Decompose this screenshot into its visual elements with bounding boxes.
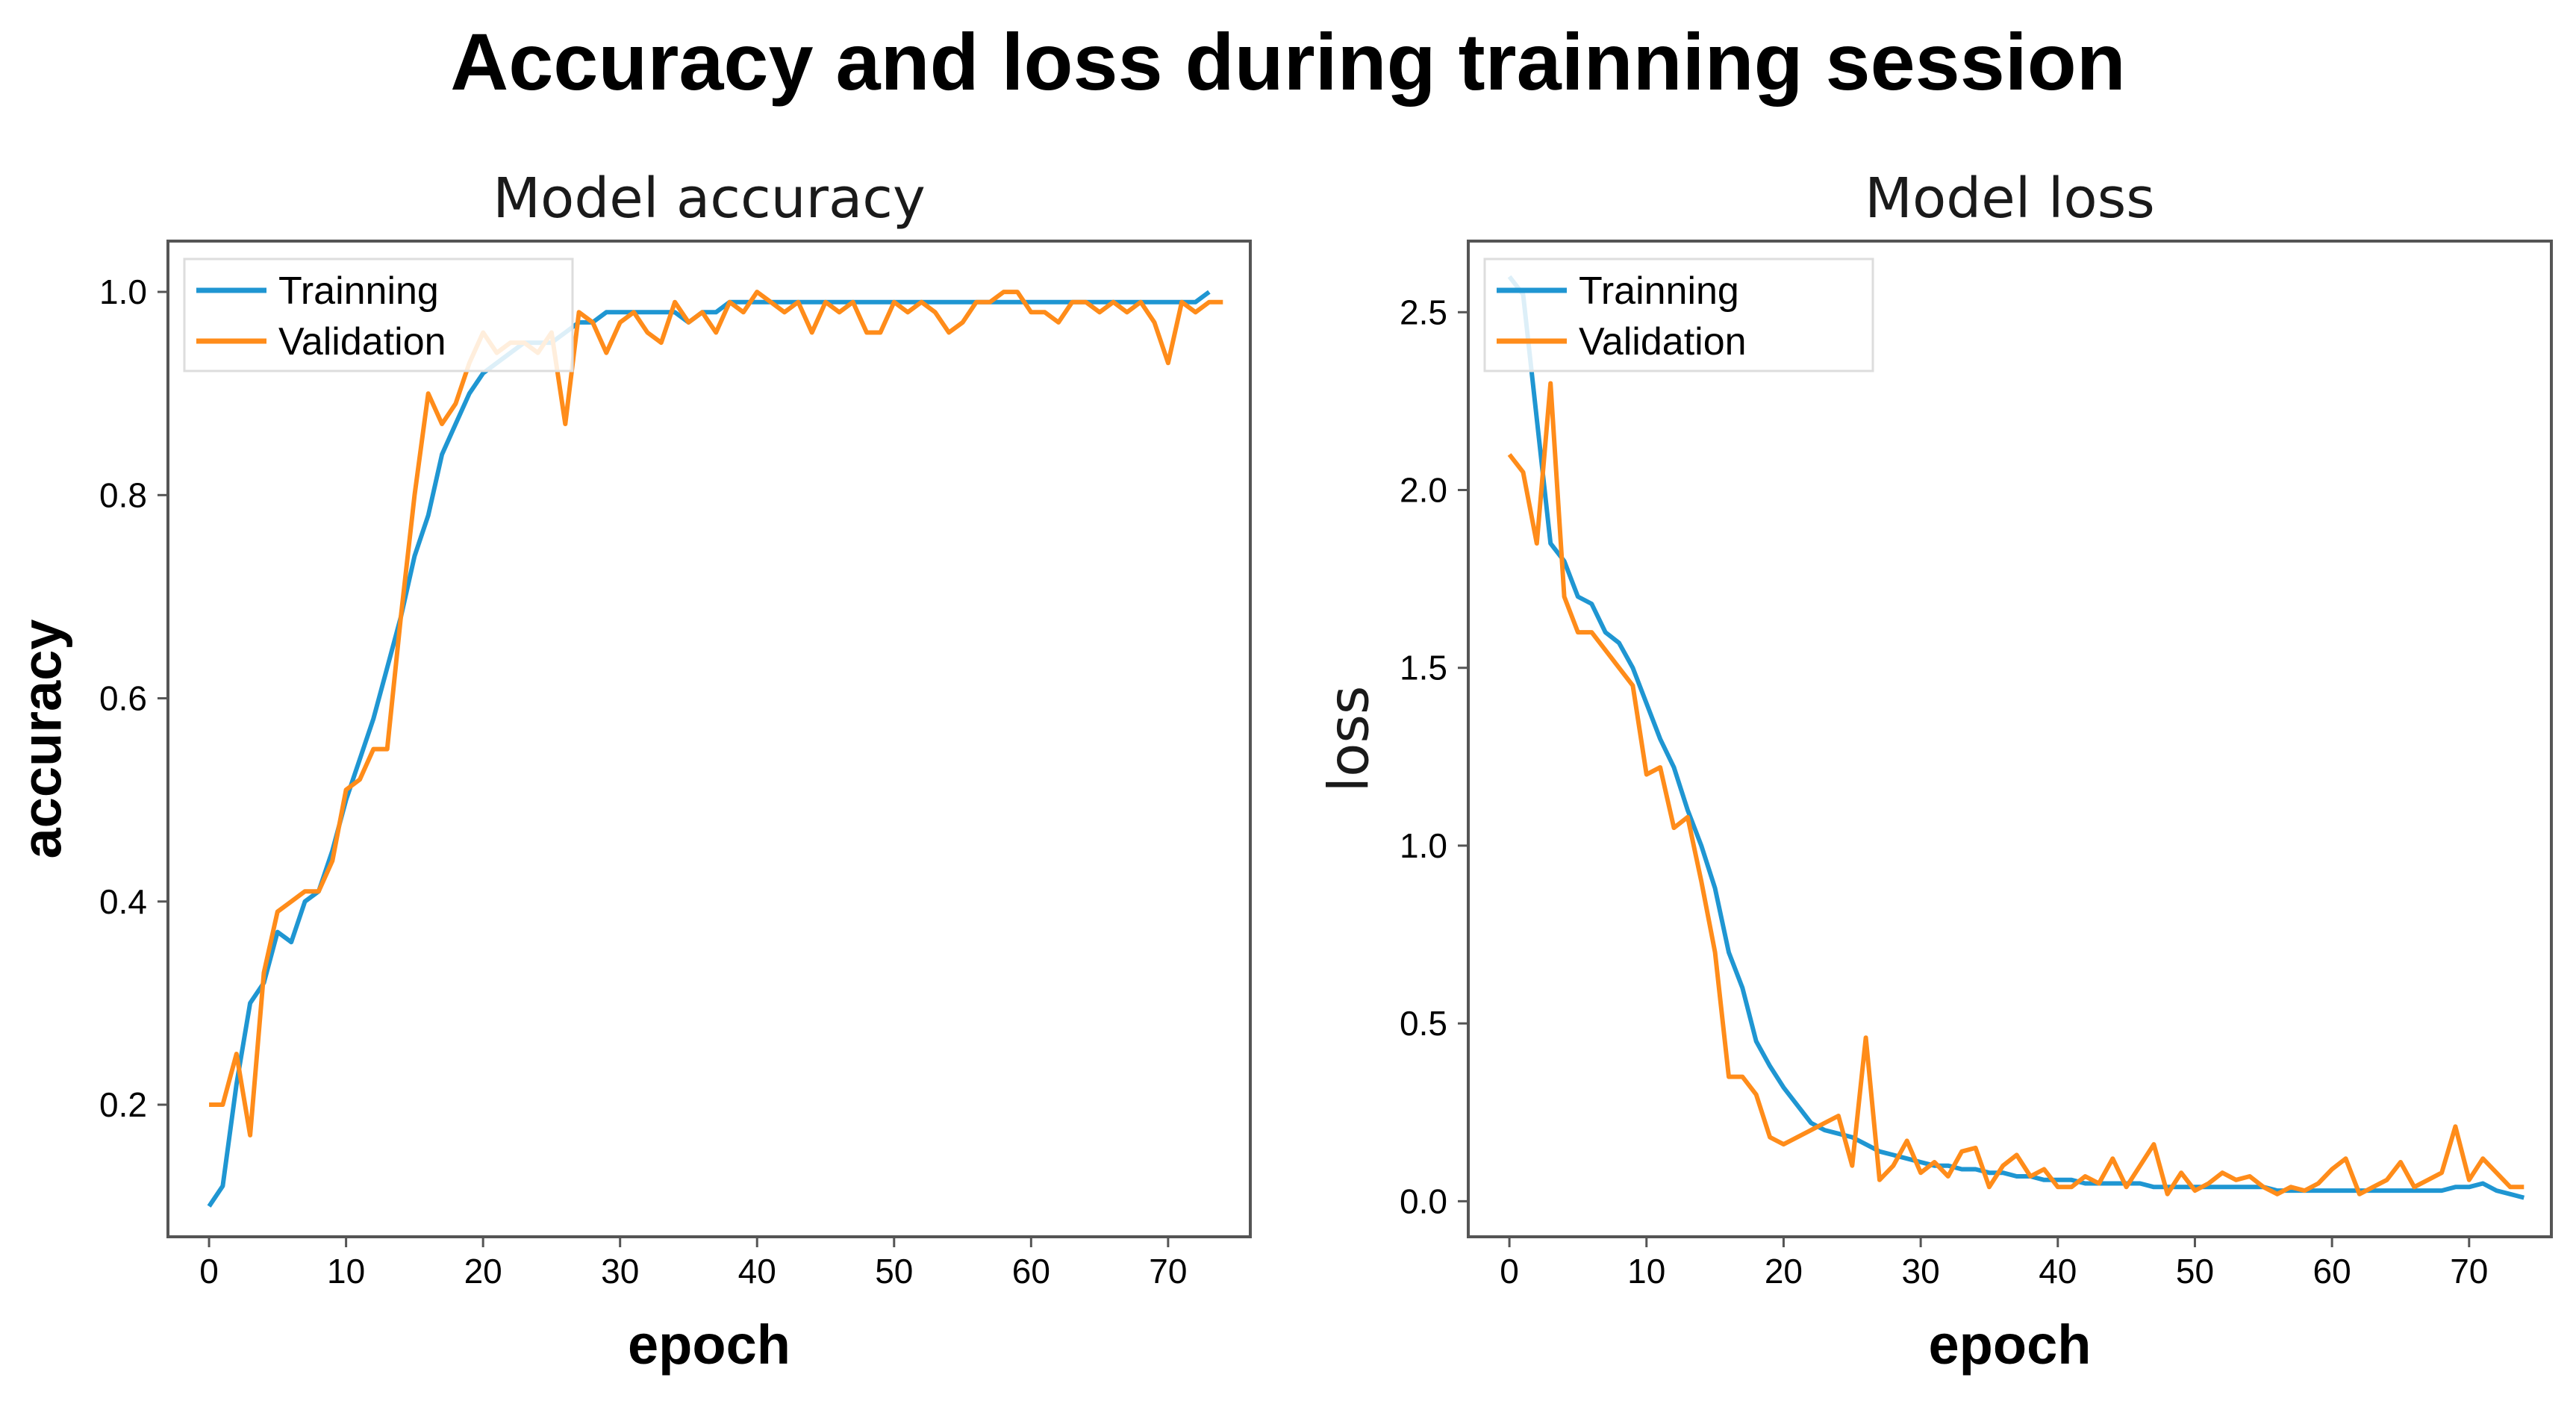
x-tick-label: 60 [2313,1252,2351,1291]
subplot-title: Model loss [1865,166,2155,231]
y-tick-label: 1.0 [1400,826,1447,865]
x-tick-label: 10 [1627,1252,1665,1291]
legend-box [183,258,574,372]
x-tick-label: 40 [2039,1252,2077,1291]
y-tick-label: 0.4 [99,882,147,921]
x-tick-label: 30 [1902,1252,1940,1291]
y-axis-label: loss [1317,686,1382,793]
x-tick-label: 20 [464,1252,502,1291]
x-tick-label: 0 [1500,1252,1519,1291]
y-tick-label: 0.8 [99,475,147,514]
legend-box [1483,258,1874,372]
y-tick-label: 0.2 [99,1085,147,1124]
legend-label: Trainning [278,269,439,313]
legend-label: Validation [278,320,446,363]
accuracy-subplot: Model accuracy 0 10 20 30 40 50 60 70 0.2 0.4 0.6 0.… [11,166,1252,1376]
series-line-trainning [207,290,1211,1208]
y-tick-label: 0.5 [1400,1004,1447,1043]
x-tick-label: 50 [875,1252,913,1291]
legend-label: Validation [1579,320,1747,363]
x-tick-label: 20 [1765,1252,1803,1291]
plot-frame [166,240,1252,1238]
x-tick-label: 50 [2176,1252,2214,1291]
y-tick-label: 2.0 [1400,471,1447,510]
y-tick-label: 0.6 [99,679,147,718]
series-line-trainning [1507,275,2525,1200]
subplot-title: Model accuracy [493,166,926,231]
x-axis-label: epoch [1929,1314,2092,1376]
x-axis-label: epoch [628,1314,790,1376]
x-tick-label: 60 [1012,1252,1050,1291]
figure-title: Accuracy and loss during trainning sessi… [450,16,2126,107]
y-tick-label: 1.0 [99,272,147,311]
x-tick-label: 40 [738,1252,776,1291]
y-axis-label: accuracy [11,620,73,859]
plot-frame [1467,240,2553,1238]
x-tick-label: 30 [601,1252,639,1291]
loss-subplot: Model loss 0 10 20 30 40 50 60 70 0.0 0.5 1.0 1.5 2.0… [1317,166,2553,1376]
x-tick-label: 10 [327,1252,365,1291]
series-line-validation [1507,381,2524,1196]
y-tick-label: 1.5 [1400,649,1447,687]
legend-label: Trainning [1579,269,1739,313]
series-line-validation [209,290,1223,1138]
y-tick-label: 0.0 [1400,1182,1447,1220]
x-tick-label: 70 [1149,1252,1187,1291]
x-tick-label: 70 [2450,1252,2488,1291]
y-tick-label: 2.5 [1400,293,1447,331]
x-tick-label: 0 [199,1252,219,1291]
